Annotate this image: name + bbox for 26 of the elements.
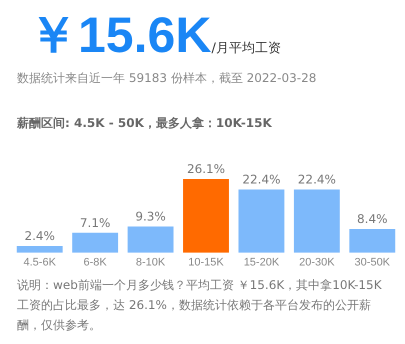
data-label: 7.1% xyxy=(80,216,110,230)
x-tick-label: 4.5-6K xyxy=(24,256,57,268)
x-tick-label: 6-8K xyxy=(84,256,108,268)
x-tick-label: 10-15K xyxy=(188,256,224,268)
x-tick-label: 8-10K xyxy=(136,256,166,268)
x-tick-label: 30-50K xyxy=(354,256,391,268)
chart-title: ￥15.6K xyxy=(28,7,212,63)
data-label: 26.1% xyxy=(186,162,226,176)
chart-subtitle: /月平均工资 xyxy=(211,41,281,56)
text: 说明：web前端一个月多少钱？平均工资 ￥15.6K，其中拿10K-15K 工资的占比最多，达 26.1%，数据统计依赖于各平台发布的公开薪酬，仅供参考。 xyxy=(17,277,383,334)
text: 薪酬区间: 4.5K - 50K，最多人拿：10K-15K xyxy=(17,115,272,132)
bar xyxy=(128,226,174,253)
bar xyxy=(183,179,229,253)
text: 数据统计来自近一年 59183 份样本，截至 2022-03-28 xyxy=(17,70,316,87)
x-tick-label: 15-20K xyxy=(244,256,280,268)
data-label: 22.4% xyxy=(298,172,336,187)
data-label: 9.3% xyxy=(135,210,166,224)
data-label: 22.4% xyxy=(242,172,280,187)
bar xyxy=(349,229,396,253)
bar xyxy=(238,189,284,253)
bar xyxy=(16,246,63,253)
bar xyxy=(72,232,118,253)
bar xyxy=(294,189,340,253)
data-label: 2.4% xyxy=(24,229,55,244)
x-tick-label: 20-30K xyxy=(299,256,336,268)
data-label: 8.4% xyxy=(357,212,388,226)
